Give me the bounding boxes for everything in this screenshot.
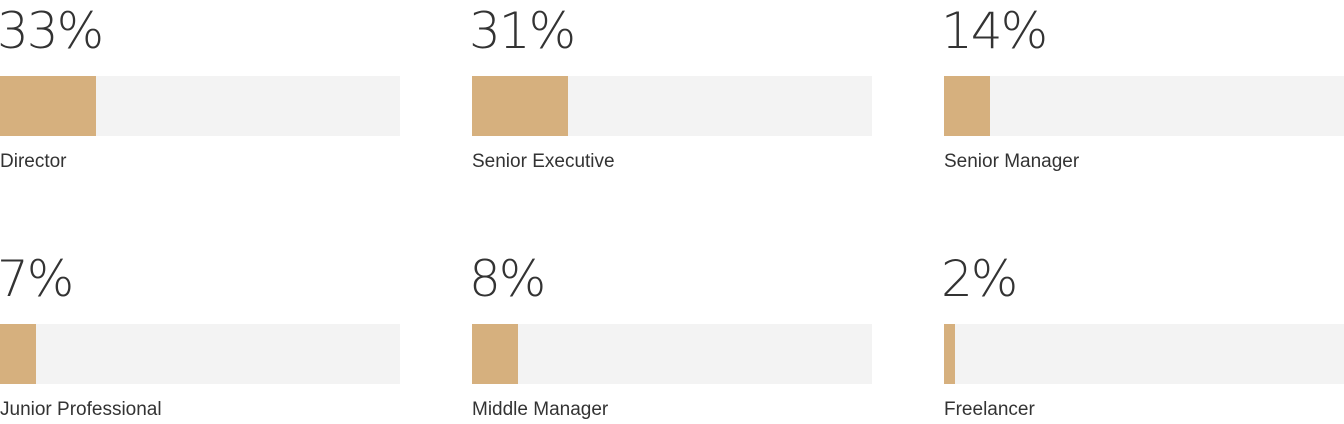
stat-label: Junior Professional [0, 399, 162, 420]
percent-value: 2% [941, 250, 1018, 308]
progress-fill [944, 324, 955, 384]
percent-value: 8% [469, 250, 546, 308]
progress-track [472, 324, 872, 384]
progress-fill [472, 76, 568, 136]
stat-label: Middle Manager [472, 399, 609, 420]
progress-track [0, 324, 400, 384]
progress-fill [0, 324, 36, 384]
progress-fill [944, 76, 990, 136]
percent-value: 33% [0, 2, 104, 60]
stat-label: Freelancer [944, 399, 1035, 420]
percent-value: 14% [941, 2, 1048, 60]
stat-label: Senior Manager [944, 151, 1080, 172]
progress-track [472, 76, 872, 136]
percent-value: 31% [469, 2, 576, 60]
percent-value: 7% [0, 250, 74, 308]
stat-label: Senior Executive [472, 151, 615, 172]
progress-fill [0, 76, 96, 136]
progress-fill [472, 324, 518, 384]
progress-track [0, 76, 400, 136]
progress-track [944, 76, 1344, 136]
stat-label: Director [0, 151, 67, 172]
progress-track [944, 324, 1344, 384]
